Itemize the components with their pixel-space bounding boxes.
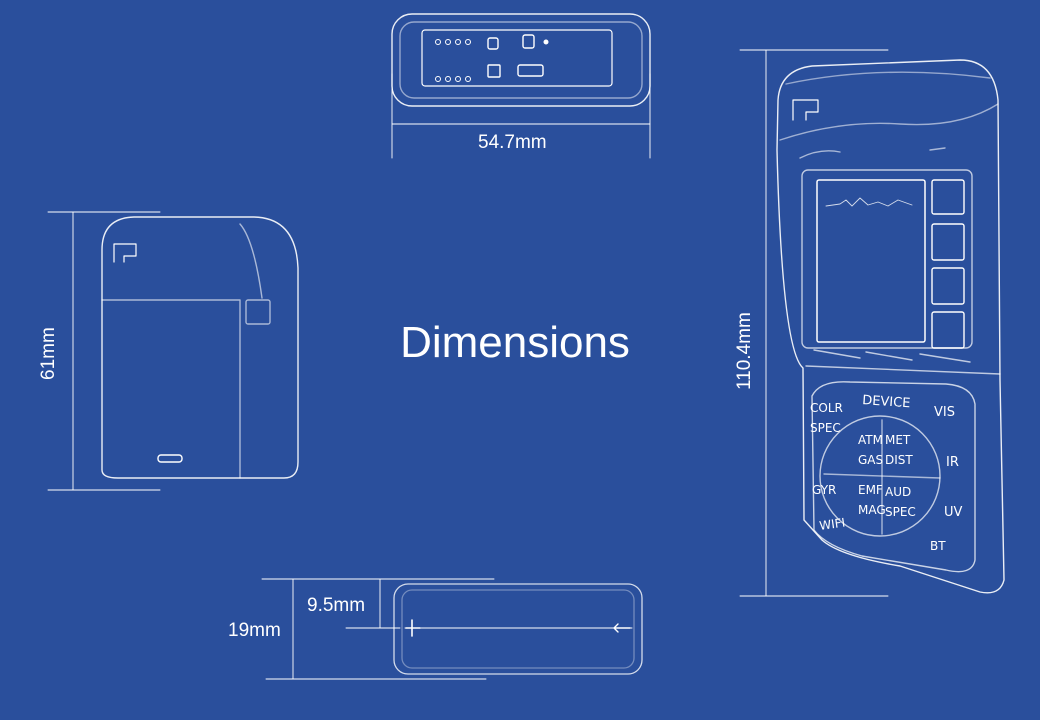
key-gas: GAS [858,453,883,467]
front-view-logo [792,99,819,121]
front-view-screen-waveform [825,197,913,207]
front-height-label: 110.4mm [734,312,755,390]
side-view [47,211,299,491]
front-view-hinge [805,349,1001,375]
side-height-label: 61mm [38,327,59,380]
front-view-head [779,103,999,141]
side-view-outline [101,216,299,479]
side-view-logo [113,243,137,263]
front-view-head-inner [785,71,991,85]
key-spec: SPEC [885,505,916,519]
top-view [391,13,651,159]
key-colr-spec: COLR [810,401,843,415]
key-vis: VIS [934,405,955,420]
key-gyr: GYR [812,483,836,497]
bottom-depth-label: 19mm [228,620,281,641]
top-view-usb-port [517,64,544,77]
front-view-side-button-3 [931,267,965,305]
bottom-half-depth-label: 9.5mm [307,595,366,616]
front-view-keypad-hdivider [823,473,941,479]
front-view-sensor-notch [799,147,946,159]
front-view-keypad-outline [811,381,976,573]
bottom-view-outline [393,583,643,675]
bottom-view [261,578,643,680]
front-view-screen-bezel [801,169,973,349]
keypad-labels: DEVICE COLR SPEC VIS ATM GAS MET DIST IR… [810,393,963,553]
front-view [739,49,1005,597]
top-width-label: 54.7mm [478,132,547,153]
side-view-button [245,299,271,325]
key-uv: UV [944,505,963,520]
top-view-port-1 [487,37,499,50]
bottom-view-clip-right [613,623,631,633]
top-view-port-3 [487,64,501,78]
bottom-view-clip-left [405,619,421,637]
top-view-leds-lower [435,76,471,82]
key-mag: MAG [858,503,886,517]
bottom-view-inner [401,589,635,669]
top-view-port-2 [522,34,535,49]
key-aud: AUD [885,485,911,499]
top-view-leds-upper [435,39,471,45]
front-view-side-button-4 [931,311,965,349]
front-view-outline [776,59,1005,594]
side-view-cap [101,223,263,479]
key-emf: EMF [858,483,883,497]
key-colr-spec-2: SPEC [810,421,841,435]
key-bt: BT [930,539,946,553]
top-view-panel [421,29,613,87]
key-wifi: WIFI [818,516,846,533]
key-dist: DIST [885,453,913,467]
front-view-side-button-2 [931,223,965,261]
page-title: Dimensions [400,318,630,367]
side-view-port [157,454,183,463]
front-view-side-button-1 [931,179,965,215]
front-view-screen [816,179,926,343]
key-ir: IR [946,455,959,470]
key-atm: ATM [858,433,883,447]
top-view-inner [399,21,643,99]
front-view-keypad-ring [819,415,941,537]
top-view-dot [543,39,549,45]
top-view-outline [391,13,651,107]
key-met: MET [885,433,911,447]
key-device: DEVICE [862,393,911,411]
